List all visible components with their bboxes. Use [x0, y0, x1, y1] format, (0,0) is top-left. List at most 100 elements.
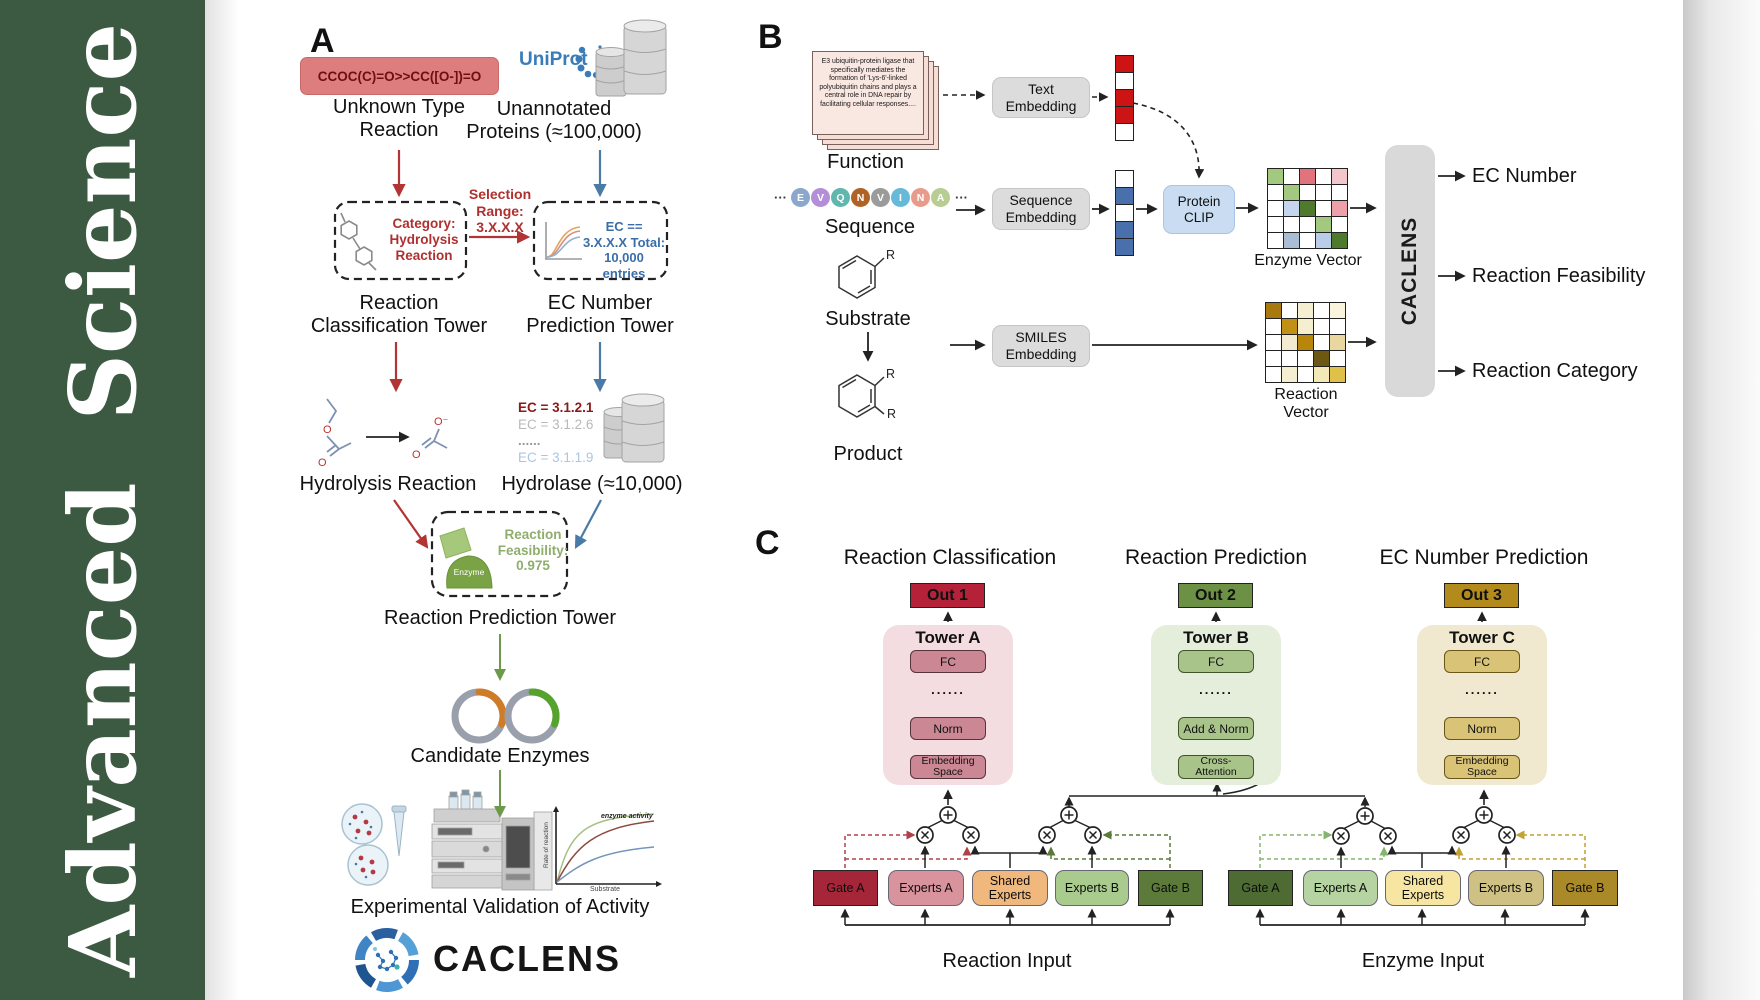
ester-molecule	[326, 398, 352, 457]
moe-enzyme-gate-a: Gate A	[1228, 870, 1293, 906]
matrix-cell	[1300, 217, 1316, 233]
residue-A: A	[931, 188, 950, 207]
moe-reaction-shared-experts: Shared Experts	[972, 870, 1048, 906]
panel-b-label: B	[758, 18, 783, 56]
moe-reaction-gate-b: Gate B	[1138, 870, 1203, 906]
tower-c-dots: ......	[1465, 682, 1499, 697]
residue-V: V	[811, 188, 830, 207]
tower-b-add-norm: Add & Norm	[1178, 717, 1254, 740]
heading-ec-number-prediction: EC Number Prediction	[1379, 546, 1589, 569]
multiply-symbol	[1498, 826, 1516, 844]
residue-E: E	[791, 188, 810, 207]
matrix-cell	[1332, 169, 1348, 185]
matrix-cell	[1266, 335, 1282, 351]
residue-I: I	[891, 188, 910, 207]
sequence-ellipsis: ···	[955, 190, 968, 205]
selection-range-label: Selection Range: 3.X.X.X	[468, 186, 532, 235]
ec-number-prediction-tower-label: EC Number Prediction Tower	[526, 292, 674, 337]
matrix-cell	[1316, 169, 1332, 185]
matrix-cell	[1268, 185, 1284, 201]
vector-cell	[1116, 239, 1133, 256]
vector-cell	[1116, 56, 1133, 73]
smiles-reaction-box: CCOC(C)=O>>CC([O-])=O	[300, 57, 499, 95]
substrate-label: Substrate	[825, 308, 911, 330]
moe-enzyme-experts-a: Experts A	[1303, 870, 1378, 906]
matrix-cell	[1316, 217, 1332, 233]
enzyme-vector-matrix	[1267, 168, 1348, 249]
matrix-cell	[1316, 185, 1332, 201]
out-1-box: Out 1	[910, 583, 985, 608]
matrix-cell	[1268, 169, 1284, 185]
tower-b-dots: ......	[1199, 682, 1233, 697]
matrix-cell	[1332, 185, 1348, 201]
multiply-symbol	[962, 826, 980, 844]
sequence-label: Sequence	[824, 216, 916, 238]
moe-enzyme-shared-experts: Shared Experts	[1385, 870, 1461, 906]
tower-a-fc: FC	[910, 650, 986, 673]
output-ec-number: EC Number	[1472, 165, 1577, 187]
plot-xlabel: Substrate	[590, 886, 620, 893]
matrix-cell	[1282, 303, 1298, 319]
output-reaction-category: Reaction Category	[1472, 360, 1638, 382]
matrix-cell	[1316, 233, 1332, 249]
matrix-cell	[1298, 351, 1314, 367]
tower-a-panel: Tower A FC ...... Norm Embedding Space	[883, 625, 1013, 785]
moe-reaction-experts-a: Experts A	[888, 870, 964, 906]
matrix-cell	[1284, 201, 1300, 217]
reaction-classification-tower-label: Reaction Classification Tower	[310, 292, 488, 337]
matrix-cell	[1284, 185, 1300, 201]
smiles-embedding-box: SMILES Embedding	[992, 325, 1090, 367]
tower-c-fc: FC	[1444, 650, 1520, 673]
matrix-cell	[1330, 303, 1346, 319]
sequence-residues: ··· E V Q N V I N A ···	[770, 188, 972, 207]
tower-c-title: Tower C	[1449, 628, 1515, 647]
enzyme-vector-label: Enzyme Vector	[1254, 252, 1362, 269]
tower-a-norm: Norm	[910, 717, 986, 740]
sample-prep-icon	[341, 803, 407, 886]
acetate-molecule	[421, 428, 448, 449]
page-edge-gradient	[1683, 0, 1760, 1000]
plot-ylabel: Rate of reaction	[543, 822, 550, 868]
database-icon-hydrolase	[603, 393, 665, 463]
out-3-box: Out 3	[1444, 583, 1519, 608]
ec-list-item: EC = 3.1.2.1	[518, 400, 594, 415]
molecule-icon	[340, 212, 377, 271]
heading-reaction-prediction: Reaction Prediction	[1124, 546, 1308, 569]
sum-symbol	[1356, 807, 1374, 825]
caclens-block-label: CACLENS	[1398, 216, 1421, 326]
journal-sidebar: Advanced Science	[0, 0, 205, 1000]
matrix-cell	[1282, 367, 1298, 383]
r-group-label: R	[887, 407, 897, 421]
matrix-cell	[1316, 201, 1332, 217]
matrix-cell	[1298, 319, 1314, 335]
r-group-label: R	[886, 367, 896, 381]
caclens-wordmark: CACLENS	[433, 938, 622, 979]
tower-a-title: Tower A	[915, 628, 981, 647]
experimental-validation-label: Experimental Validation of Activity	[350, 896, 650, 918]
moe-enzyme-experts-b: Experts B	[1468, 870, 1544, 906]
matrix-cell	[1266, 319, 1282, 335]
output-reaction-feasibility: Reaction Feasibility	[1472, 265, 1646, 287]
category-label: Category: Hydrolysis Reaction	[389, 216, 459, 263]
matrix-cell	[1300, 185, 1316, 201]
tower-b-title: Tower B	[1183, 628, 1249, 647]
uniprot-logo: UniProt	[519, 49, 588, 70]
reaction-input-label: Reaction Input	[942, 950, 1072, 972]
journal-name: Advanced Science	[48, 23, 157, 977]
vector-cell	[1116, 107, 1133, 124]
substrate-structure	[838, 255, 885, 299]
sum-symbol	[939, 806, 957, 824]
reaction-feasibility-label: Reaction Feasibility: 0.975	[497, 527, 569, 573]
product-label: Product	[833, 443, 903, 465]
vector-cell	[1116, 222, 1133, 239]
hydrolysis-reaction-label: Hydrolysis Reaction	[299, 473, 477, 495]
matrix-cell	[1298, 367, 1314, 383]
reaction-vector-label: Reaction Vector	[1274, 386, 1338, 421]
multiply-symbol	[1332, 827, 1350, 845]
tower-a-dots: ......	[931, 682, 965, 697]
matrix-cell	[1300, 233, 1316, 249]
protein-clip-box: Protein CLIP	[1163, 185, 1235, 234]
vector-cell	[1116, 90, 1133, 107]
